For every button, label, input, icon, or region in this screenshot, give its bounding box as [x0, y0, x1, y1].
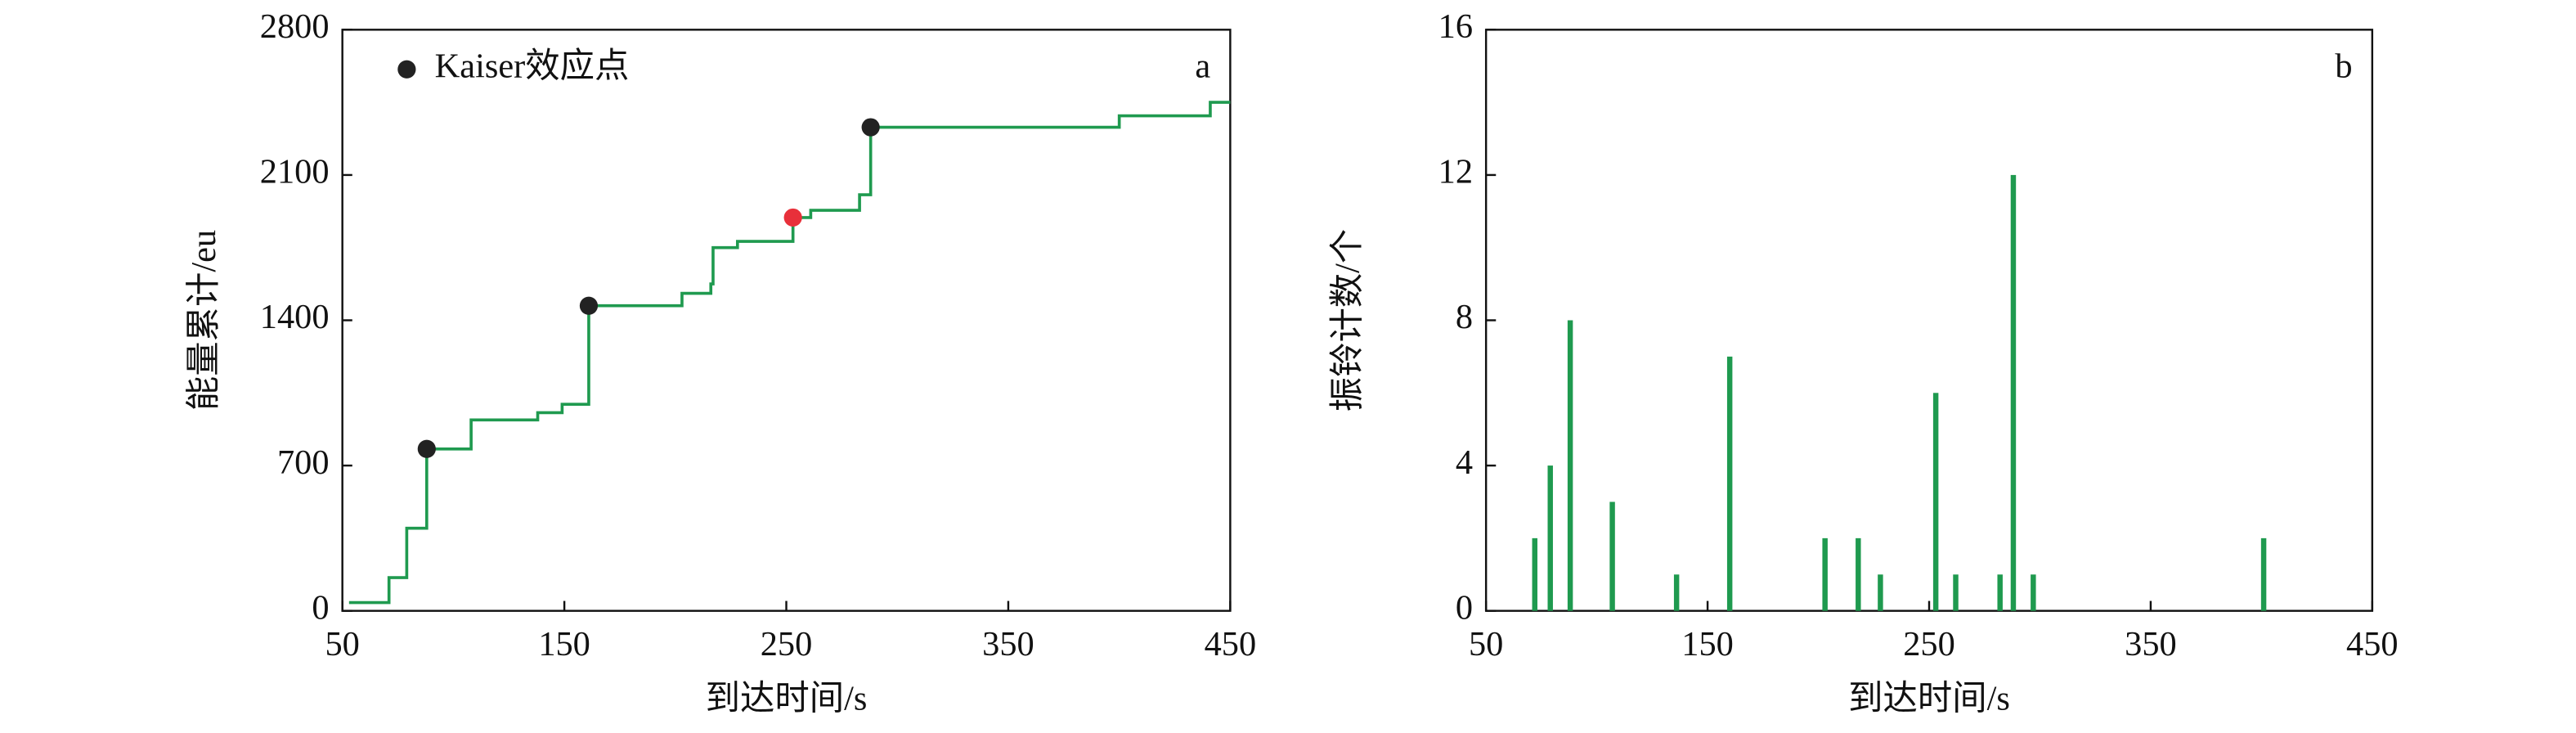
legend-label: Kaiser效应点 [435, 47, 630, 85]
y-tick-label: 12 [1438, 153, 1473, 191]
bar [1567, 320, 1573, 611]
bar [2260, 537, 2267, 611]
bar [1726, 356, 1733, 611]
y-tick-label: 2100 [260, 153, 330, 191]
bar [1673, 574, 1680, 611]
bar [2010, 174, 2017, 611]
y-tick-label: 16 [1438, 7, 1473, 46]
y-axis-label: 能量累计/eu [185, 230, 223, 411]
panel-label: a [1195, 47, 1210, 85]
kaiser-point [783, 208, 802, 227]
plot-frame [341, 29, 1232, 612]
x-tick-label: 450 [2346, 625, 2399, 663]
y-tick-label: 700 [277, 443, 330, 482]
step-line [348, 101, 1231, 605]
legend-marker [397, 60, 416, 79]
y-tick-label: 2800 [260, 7, 330, 46]
bar [1997, 574, 2003, 611]
y-tick-label: 0 [312, 588, 329, 627]
kaiser-point [417, 439, 436, 458]
bar [1932, 393, 1939, 611]
y-tick-label: 8 [1456, 298, 1473, 336]
y-tick-label: 1400 [260, 298, 330, 336]
kaiser-point [579, 296, 599, 315]
bar [1856, 537, 1861, 611]
x-tick-label: 350 [2125, 625, 2177, 663]
x-tick-label: 150 [1681, 625, 1734, 663]
bar [1547, 465, 1553, 611]
x-axis-label: 到达时间/s [706, 679, 868, 717]
y-tick-label: 4 [1456, 443, 1473, 482]
bar [1609, 501, 1615, 611]
x-tick-label: 150 [538, 625, 590, 663]
bar [1822, 537, 1828, 611]
y-axis-label: 振铃计数/个 [1328, 229, 1367, 412]
bar [1878, 574, 1883, 611]
x-tick-label: 250 [761, 625, 813, 663]
kaiser-point [861, 118, 880, 137]
x-tick-label: 350 [982, 625, 1034, 663]
y-tick-label: 0 [1456, 588, 1473, 627]
bar [2031, 574, 2036, 611]
x-tick-label: 250 [1903, 625, 1955, 663]
x-axis-label: 到达时间/s [1848, 679, 2010, 717]
bar [1532, 537, 1537, 611]
x-tick-label: 50 [325, 625, 359, 663]
plot-frame [1484, 29, 2374, 612]
x-tick-label: 450 [1205, 625, 1257, 663]
x-tick-label: 50 [1469, 625, 1503, 663]
bar [1953, 574, 1959, 611]
panel-label: b [2335, 47, 2352, 85]
